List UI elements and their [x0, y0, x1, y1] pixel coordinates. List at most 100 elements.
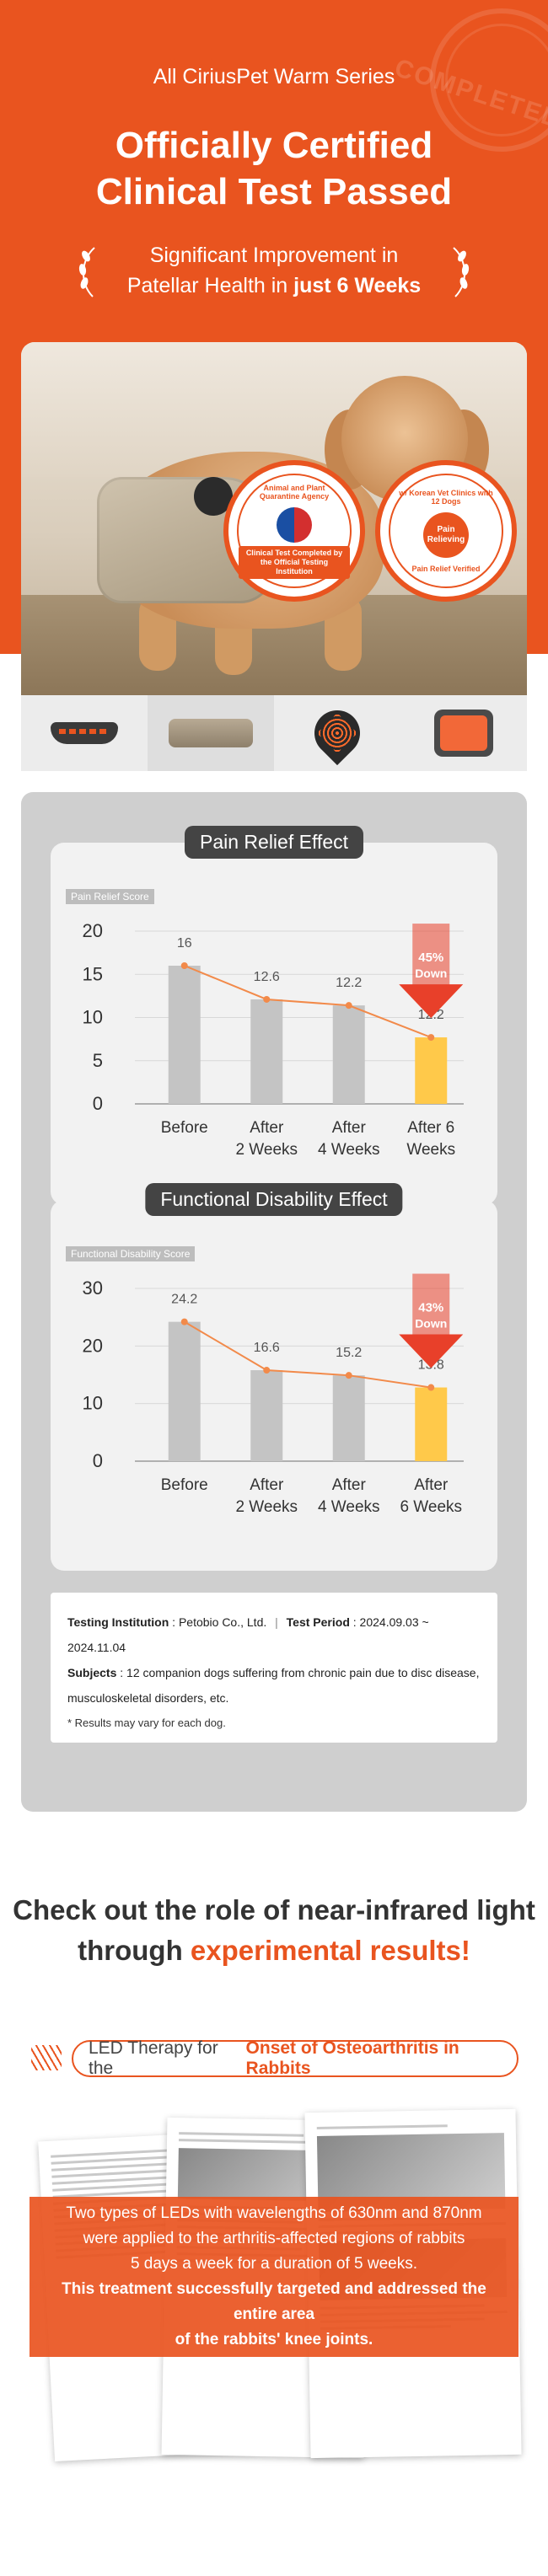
hexagon-molecule-icon: [30, 2040, 63, 2077]
badge-ring-text: w/ Korean Vet Clinics with 12 Dogs: [399, 489, 493, 506]
laurel-left-icon: [78, 247, 95, 297]
hero-title-line2: Clinical Test Passed: [95, 171, 453, 212]
hero-title: Officially Certified Clinical Test Passe…: [0, 122, 548, 215]
hero-subtitle-line1: Significant Improvement in: [149, 244, 399, 267]
trend-line: [184, 965, 432, 1039]
decrease-arrow-icon: [399, 1273, 464, 1368]
data-label: 12.6: [254, 970, 280, 984]
trend-line: [184, 1320, 432, 1389]
decrease-arrow-icon: [399, 924, 464, 1019]
chart-ylabel: Pain Relief Score: [66, 889, 154, 904]
dark-wrap-icon: [51, 722, 118, 744]
thumbnail-heart-pad[interactable]: [274, 695, 400, 771]
laurel-right-icon: [453, 247, 470, 297]
summary-line: 5 days a week for a duration of 5 weeks.: [130, 2255, 418, 2273]
square-pad-icon: [434, 710, 493, 757]
x-tick-label: After 6: [407, 1119, 454, 1137]
x-tick-label: 2 Weeks: [235, 1498, 298, 1516]
topic-highlight: Onset of Osteoarthritis in Rabbits: [245, 2038, 459, 2078]
data-label: 12.2: [336, 976, 362, 990]
quarantine-agency-badge: Animal and Plant Quarantine Agency Clini…: [223, 460, 365, 602]
subjects-label: Subjects: [67, 1666, 117, 1679]
y-tick-label: 15: [83, 963, 103, 984]
x-tick-label: Before: [161, 1119, 208, 1137]
data-label: 15.2: [336, 1346, 362, 1360]
topic-prefix: LED Therapy for the: [89, 2038, 218, 2078]
subjects-value: 12 companion dogs suffering from chronic…: [67, 1666, 480, 1705]
pain-relief-dog-icon: Pain Relieving: [423, 512, 469, 558]
series-label: All CiriusPet Warm Series: [153, 65, 395, 88]
experiment-summary-overlay: Two types of LEDs with wavelengths of 63…: [30, 2197, 518, 2357]
bar: [332, 1005, 365, 1104]
trend-point: [180, 1318, 188, 1325]
experiment-heading-line2-prefix: through: [78, 1935, 191, 1966]
badge-inner: Animal and Plant Quarantine Agency Clini…: [237, 474, 352, 588]
thumbnail-dark-wrap[interactable]: [21, 695, 148, 771]
institution-value: Petobio Co., Ltd.: [178, 1615, 267, 1629]
x-tick-label: 6 Weeks: [400, 1498, 462, 1516]
experiment-heading-highlight: experimental results!: [190, 1935, 470, 1966]
trend-point: [427, 1384, 435, 1391]
y-tick-label: 20: [83, 920, 103, 941]
badge-ring-text-bottom: Pain Relief Verified: [411, 565, 481, 573]
hero-section: COMPLETED All CiriusPet Warm Series Offi…: [0, 0, 548, 695]
vet-clinics-badge: w/ Korean Vet Clinics with 12 Dogs Pain …: [375, 460, 517, 602]
pain-relief-card: Pain Relief Effect Pain Relief Score 0 5 1…: [51, 826, 497, 1205]
beige-wrap-icon: [169, 719, 253, 747]
thumbnail-beige-wrap[interactable]: [148, 695, 274, 771]
trend-point: [263, 1367, 271, 1374]
bar: [168, 1321, 201, 1461]
trend-point: [345, 1002, 352, 1010]
x-tick-label: After: [332, 1119, 367, 1137]
decrease-percent: 43%: [418, 1301, 443, 1315]
summary-line-bold: of the rabbits' knee joints.: [175, 2331, 373, 2348]
decrease-label: Down: [415, 1317, 447, 1331]
summary-line: were applied to the arthritis-affected r…: [83, 2230, 465, 2247]
x-tick-label: After: [414, 1476, 449, 1494]
bar: [250, 1370, 283, 1461]
chart-title: Pain Relief Effect: [184, 826, 364, 859]
experiment-heading-line1: Check out the role of near-infrared ligh…: [13, 1894, 535, 1925]
decrease-percent: 45%: [418, 951, 443, 965]
period-label: Test Period: [286, 1615, 350, 1629]
badge-ribbon: Clinical Test Completed by the Official …: [239, 545, 350, 579]
bar: [415, 1037, 448, 1104]
experiment-topic-pill: LED Therapy for the Onset of Osteoarthrit…: [72, 2038, 518, 2078]
x-tick-label: Before: [161, 1476, 208, 1494]
bar: [168, 966, 201, 1104]
y-tick-label: 30: [83, 1277, 103, 1299]
hero-subtitle-bold: just 6 Weeks: [293, 274, 422, 297]
summary-line: Two types of LEDs with wavelengths of 63…: [66, 2204, 482, 2222]
x-tick-label: After: [250, 1119, 284, 1137]
subjects-line: Subjects : 12 companion dogs suffering f…: [67, 1666, 480, 1705]
chart-title: Functional Disability Effect: [145, 1183, 403, 1216]
results-note: * Results may vary for each dog.: [67, 1716, 226, 1729]
y-tick-label: 20: [83, 1335, 103, 1356]
summary-line-bold: This treatment successfully targeted and…: [62, 2280, 486, 2323]
period-value: 2024.09.03 ~ 2024.11.04: [67, 1615, 429, 1654]
test-info-box: Testing Institution : Petobio Co., Ltd. …: [51, 1593, 497, 1743]
y-tick-label: 5: [93, 1050, 103, 1071]
korea-emblem-icon: [277, 506, 312, 543]
x-tick-label: After: [332, 1476, 367, 1494]
heart-pad-icon: [304, 700, 370, 766]
bar: [250, 999, 283, 1104]
bar: [332, 1375, 365, 1461]
bar: [415, 1387, 448, 1461]
hero-title-line1: Officially Certified: [115, 125, 433, 166]
experiment-heading: Check out the role of near-infrared ligh…: [0, 1890, 548, 1971]
experiment-topic-row: LED Therapy for the Onset of Osteoarthrit…: [30, 2033, 518, 2084]
y-tick-label: 0: [93, 1450, 103, 1471]
product-thumbnail-row: [21, 695, 527, 771]
chart-ylabel: Functional Disability Score: [66, 1246, 196, 1261]
data-label: 24.2: [171, 1293, 197, 1307]
trend-point: [180, 962, 188, 969]
thumbnail-square-pad[interactable]: [400, 695, 527, 771]
x-tick-label: Weeks: [406, 1141, 455, 1159]
x-tick-label: 2 Weeks: [235, 1141, 298, 1159]
trend-point: [263, 995, 271, 1003]
x-tick-label: 4 Weeks: [318, 1141, 380, 1159]
decrease-label: Down: [415, 967, 447, 980]
y-tick-label: 10: [83, 1007, 103, 1028]
